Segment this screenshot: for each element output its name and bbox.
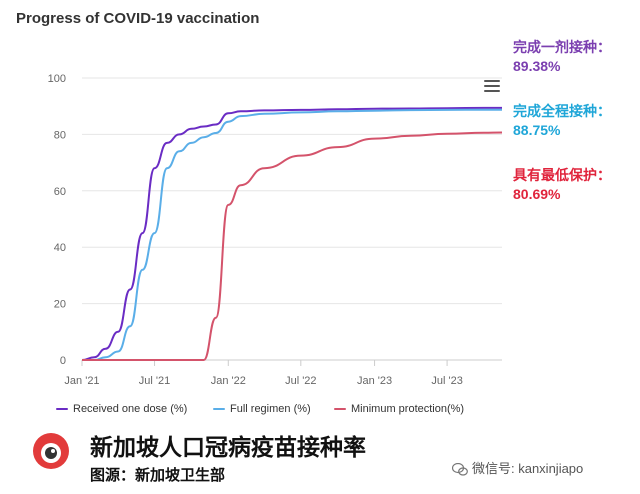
grid-lines: [82, 77, 502, 361]
series-lines: [81, 106, 503, 361]
x-tick-label: Jan '23: [357, 375, 392, 387]
legend-item-full-regimen[interactable]: Full regimen (%): [213, 403, 311, 415]
x-tick-label: Jul '22: [285, 375, 316, 387]
annotation-full-regimen-label: 完成全程接种：: [513, 103, 611, 119]
y-tick-label: 100: [48, 73, 66, 85]
legend-item-one-dose[interactable]: Received one dose (%): [56, 403, 187, 415]
x-tick-label: Jul '21: [139, 375, 170, 387]
legend-label-one-dose: Received one dose (%): [73, 403, 188, 415]
legend-item-min-protection[interactable]: Minimum protection(%): [334, 403, 464, 415]
x-tick-label: Jan '22: [211, 375, 246, 387]
series-line-full-regimen: [82, 108, 502, 361]
chart-title: Progress of COVID-19 vaccination: [16, 10, 260, 27]
series-line-min-protection: [82, 131, 503, 361]
annotation-min-protection-label: 具有最低保护：: [513, 167, 611, 183]
legend-label-min-protection: Minimum protection(%): [351, 403, 465, 415]
annotation-min-protection-value: 80.69%: [513, 186, 561, 202]
wechat-icon: [452, 463, 468, 476]
annotation-full-regimen: 完成全程接种： 88.75%: [513, 102, 611, 140]
x-axis: Jan '21 Jul '21 Jan '22 Jul '22 Jan '23 Jul '…: [64, 360, 463, 387]
annotation-one-dose: 完成一剂接种： 89.38%: [513, 38, 611, 76]
footer-wechat-label: 微信号: kanxinjiapo: [472, 461, 584, 476]
annotation-one-dose-value: 89.38%: [513, 58, 561, 74]
annotation-min-protection: 具有最低保护： 80.69%: [513, 166, 611, 204]
legend-swatch-min-protection: [334, 408, 346, 411]
y-tick-label: 0: [60, 355, 66, 367]
footer-headline: 新加坡人口冠病疫苗接种率: [90, 435, 366, 461]
y-tick-label: 60: [54, 186, 66, 198]
x-tick-label: Jul '23: [431, 375, 462, 387]
y-tick-label: 40: [54, 242, 66, 254]
annotation-full-regimen-value: 88.75%: [513, 122, 561, 138]
series-line-one-dose: [81, 106, 502, 361]
legend-swatch-full-regimen: [213, 408, 225, 411]
legend-label-full-regimen: Full regimen (%): [230, 403, 311, 415]
y-axis: 0 20 40 60 80 100: [48, 73, 66, 367]
hamburger-menu-icon[interactable]: [484, 80, 500, 94]
annotation-one-dose-label: 完成一剂接种：: [513, 39, 611, 55]
footer-source: 图源：新加坡卫生部: [90, 466, 226, 484]
y-tick-label: 20: [54, 299, 66, 311]
kanxinjiapo-logo-icon: [33, 433, 69, 469]
footer: 新加坡人口冠病疫苗接种率 图源：新加坡卫生部 微信号: kanxinjiapo: [0, 424, 640, 494]
footer-wechat-id: 微信号: kanxinjiapo: [452, 458, 583, 477]
x-tick-label: Jan '21: [64, 375, 99, 387]
y-tick-label: 80: [54, 129, 66, 141]
chart-plot: Jan '21 Jul '21 Jan '22 Jul '22 Jan '23 Jul '…: [48, 73, 503, 387]
legend-swatch-one-dose: [56, 408, 68, 411]
